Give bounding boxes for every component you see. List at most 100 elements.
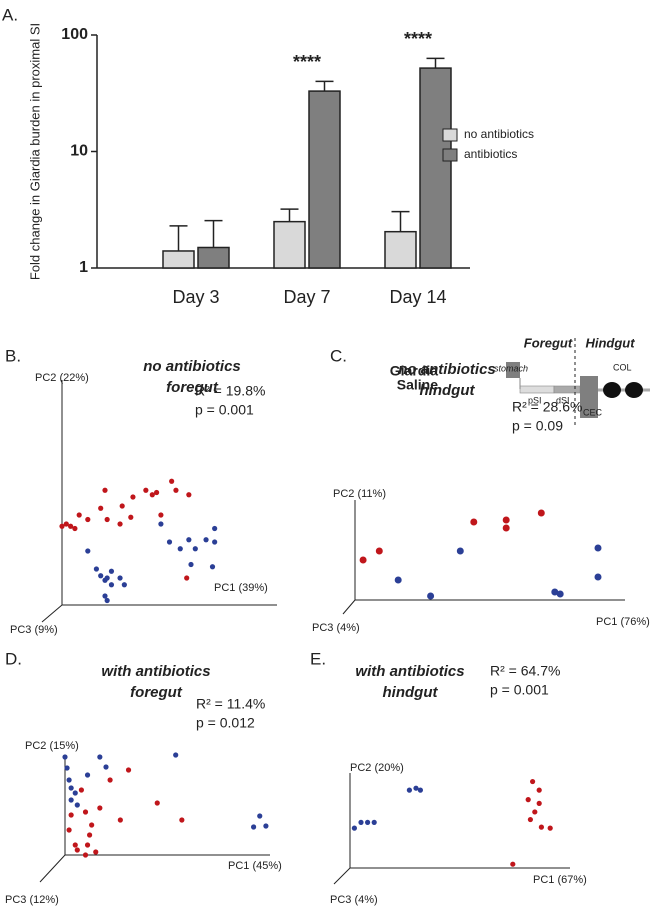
x-axis-label: PC1 (45%)	[228, 860, 282, 872]
y-axis-label: PC2 (20%)	[350, 762, 404, 774]
point	[117, 521, 123, 527]
panel-title: hindgut	[420, 382, 476, 399]
stat-label: p = 0.09	[512, 418, 563, 434]
point	[117, 817, 123, 823]
point	[371, 819, 377, 826]
point	[510, 861, 516, 867]
z-axis	[342, 599, 356, 615]
point	[184, 575, 190, 581]
bar	[419, 67, 452, 269]
y-tick-label: 1	[79, 259, 88, 276]
point	[78, 787, 84, 793]
stat-label: p = 0.001	[195, 402, 254, 418]
point	[192, 546, 198, 552]
point	[530, 778, 536, 785]
significance-label: ****	[404, 29, 432, 49]
stat-label: R² = 64.7%	[490, 663, 560, 679]
point	[177, 546, 183, 552]
point	[74, 802, 80, 808]
point	[108, 568, 115, 574]
point	[68, 785, 74, 791]
point	[186, 537, 192, 543]
legend-swatch	[442, 148, 458, 162]
z-axis-label: PC3 (12%)	[5, 894, 59, 906]
dsi-label: dSI	[556, 395, 570, 405]
y-axis-label: PC2 (15%)	[25, 740, 79, 752]
significance-label: ****	[293, 52, 321, 72]
panel-title: foregut	[130, 684, 183, 701]
point	[93, 849, 99, 855]
stat-label: R² = 11.4%	[196, 696, 265, 712]
point	[93, 566, 99, 572]
point	[74, 847, 80, 853]
point	[97, 754, 103, 760]
point	[62, 754, 68, 760]
x-axis-label: PC1 (39%)	[214, 582, 268, 594]
point	[85, 516, 91, 523]
point	[149, 492, 155, 498]
point	[104, 516, 110, 523]
z-axis	[333, 867, 351, 885]
point	[536, 787, 542, 793]
bar	[384, 230, 417, 269]
colon-pellet	[603, 382, 621, 398]
point	[104, 597, 110, 604]
point	[89, 822, 95, 828]
dsi-block	[553, 385, 581, 394]
point	[85, 548, 91, 554]
legend-swatch	[442, 128, 458, 142]
point	[66, 827, 72, 833]
point	[59, 523, 65, 529]
point	[166, 539, 173, 545]
point	[257, 813, 263, 819]
panel-title: with antibiotics	[101, 663, 210, 680]
psi-label: pSI	[528, 395, 542, 405]
stat-label: R² = 19.8%	[195, 383, 265, 399]
stomach-block	[506, 362, 520, 378]
point	[212, 525, 218, 532]
point	[64, 765, 70, 771]
point	[406, 787, 412, 793]
bar	[308, 90, 341, 269]
panel-label: A.	[2, 5, 18, 24]
point	[66, 777, 72, 783]
point	[413, 785, 419, 791]
panel-label: D.	[5, 649, 22, 668]
point	[154, 489, 160, 496]
bar	[197, 246, 230, 269]
point	[359, 556, 367, 564]
x-tick-label: Day 7	[283, 287, 330, 307]
x-axis-label: PC1 (67%)	[533, 874, 587, 886]
y-axis-label: PC2 (22%)	[35, 372, 89, 384]
point	[84, 772, 91, 778]
point	[72, 790, 78, 796]
point	[173, 752, 179, 758]
z-axis-label: PC3 (4%)	[312, 622, 360, 634]
panel-title: foregut	[166, 379, 219, 396]
point	[427, 592, 435, 600]
group-legend-label: Saline	[397, 377, 438, 393]
panel-title: hindgut	[383, 684, 439, 701]
hindgut-label: Hindgut	[585, 335, 635, 350]
point	[532, 809, 538, 815]
point	[551, 588, 559, 596]
point	[394, 576, 402, 584]
stomach-label: stomach	[494, 363, 528, 373]
point	[538, 824, 545, 830]
y-tick-label: 100	[61, 26, 88, 43]
z-axis	[39, 854, 66, 883]
z-axis	[41, 604, 63, 623]
point	[143, 487, 149, 493]
point	[84, 842, 91, 848]
point	[173, 487, 179, 493]
point	[537, 509, 545, 517]
point	[63, 521, 69, 527]
point	[68, 797, 74, 803]
point	[375, 547, 383, 555]
point	[536, 800, 542, 807]
point	[263, 823, 269, 829]
point	[128, 514, 134, 520]
point	[102, 487, 108, 493]
point	[76, 512, 82, 518]
